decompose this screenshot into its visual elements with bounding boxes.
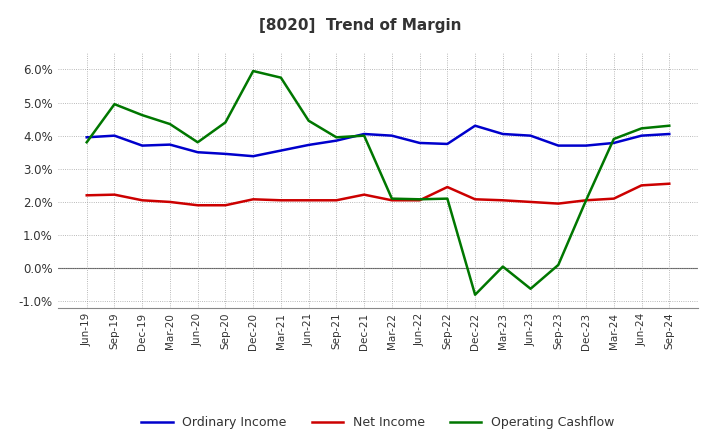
- Ordinary Income: [276, 148, 285, 153]
- Ordinary Income: [138, 143, 147, 148]
- Operating Cashflow: [110, 102, 119, 107]
- Ordinary Income: [166, 142, 174, 147]
- Operating Cashflow: [443, 196, 451, 201]
- Net Income: [443, 184, 451, 190]
- Net Income: [249, 197, 258, 202]
- Ordinary Income: [526, 133, 535, 138]
- Ordinary Income: [582, 143, 590, 148]
- Text: [8020]  Trend of Margin: [8020] Trend of Margin: [258, 18, 462, 33]
- Net Income: [305, 198, 313, 203]
- Operating Cashflow: [360, 133, 369, 138]
- Operating Cashflow: [249, 68, 258, 73]
- Net Income: [221, 202, 230, 208]
- Ordinary Income: [443, 141, 451, 147]
- Operating Cashflow: [82, 139, 91, 145]
- Net Income: [554, 201, 562, 206]
- Ordinary Income: [249, 154, 258, 159]
- Ordinary Income: [387, 133, 396, 138]
- Ordinary Income: [221, 151, 230, 157]
- Net Income: [637, 183, 646, 188]
- Net Income: [582, 198, 590, 203]
- Net Income: [609, 196, 618, 201]
- Operating Cashflow: [332, 135, 341, 140]
- Line: Operating Cashflow: Operating Cashflow: [86, 71, 670, 295]
- Ordinary Income: [609, 140, 618, 146]
- Net Income: [82, 193, 91, 198]
- Operating Cashflow: [637, 126, 646, 131]
- Ordinary Income: [415, 140, 424, 146]
- Ordinary Income: [637, 133, 646, 138]
- Operating Cashflow: [138, 113, 147, 118]
- Net Income: [665, 181, 674, 187]
- Ordinary Income: [665, 132, 674, 137]
- Operating Cashflow: [276, 75, 285, 80]
- Net Income: [415, 198, 424, 203]
- Ordinary Income: [305, 142, 313, 147]
- Ordinary Income: [110, 133, 119, 138]
- Operating Cashflow: [526, 286, 535, 291]
- Operating Cashflow: [609, 136, 618, 142]
- Line: Ordinary Income: Ordinary Income: [86, 126, 670, 156]
- Operating Cashflow: [498, 264, 507, 269]
- Ordinary Income: [194, 150, 202, 155]
- Net Income: [332, 198, 341, 203]
- Net Income: [387, 198, 396, 203]
- Net Income: [110, 192, 119, 197]
- Ordinary Income: [471, 123, 480, 128]
- Net Income: [471, 197, 480, 202]
- Operating Cashflow: [221, 120, 230, 125]
- Net Income: [194, 202, 202, 208]
- Ordinary Income: [360, 132, 369, 137]
- Net Income: [166, 199, 174, 205]
- Net Income: [276, 198, 285, 203]
- Operating Cashflow: [471, 292, 480, 297]
- Operating Cashflow: [387, 196, 396, 201]
- Operating Cashflow: [582, 198, 590, 203]
- Operating Cashflow: [415, 197, 424, 202]
- Operating Cashflow: [305, 118, 313, 123]
- Operating Cashflow: [665, 123, 674, 128]
- Ordinary Income: [498, 132, 507, 137]
- Net Income: [138, 198, 147, 203]
- Ordinary Income: [554, 143, 562, 148]
- Net Income: [526, 199, 535, 205]
- Net Income: [360, 192, 369, 197]
- Operating Cashflow: [166, 121, 174, 127]
- Operating Cashflow: [554, 262, 562, 268]
- Line: Net Income: Net Income: [86, 184, 670, 205]
- Ordinary Income: [82, 135, 91, 140]
- Ordinary Income: [332, 138, 341, 143]
- Net Income: [498, 198, 507, 203]
- Operating Cashflow: [194, 139, 202, 145]
- Legend: Ordinary Income, Net Income, Operating Cashflow: Ordinary Income, Net Income, Operating C…: [136, 411, 620, 434]
